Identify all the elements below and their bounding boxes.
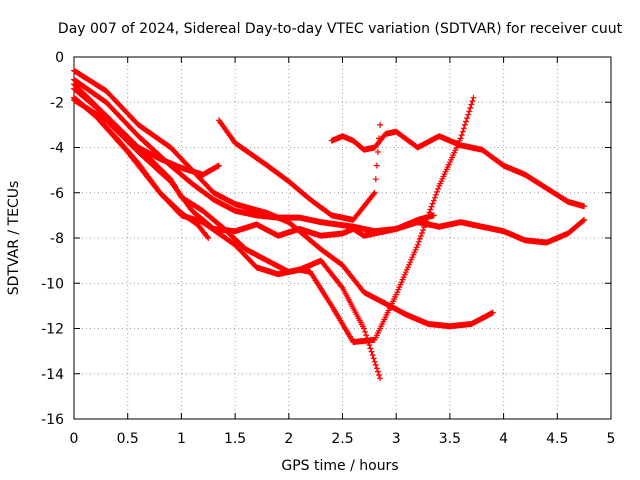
series-markers (216, 117, 384, 223)
x-tick-label: 4.5 (546, 431, 568, 447)
x-tick-label: 5 (607, 431, 616, 447)
x-ticks: 0 0.5 1 1.5 2 2.5 3 3.5 4 4.5 5 (70, 57, 616, 447)
series-markers (328, 128, 588, 210)
y-ticks: 0 -2 -4 -6 -8 -10 -12 -14 -16 (41, 50, 611, 428)
series-sat-6 (216, 117, 384, 223)
y-axis-label: SDTVAR / TECUs (6, 181, 22, 296)
series-sat-1 (71, 67, 496, 330)
x-tick-label: 1 (177, 431, 186, 447)
x-tick-label: 0 (70, 431, 79, 447)
x-tick-label: 3 (392, 431, 401, 447)
y-tick-label: -16 (41, 412, 64, 428)
x-tick-label: 3.5 (439, 431, 461, 447)
x-tick-label: 1.5 (224, 431, 246, 447)
chart-title: Day 007 of 2024, Sidereal Day-to-day VTE… (58, 21, 623, 37)
x-axis-label: GPS time / hours (281, 458, 398, 474)
y-tick-label: -2 (50, 95, 64, 111)
series-markers (71, 67, 496, 330)
x-tick-label: 2 (284, 431, 293, 447)
series-sat-7 (328, 128, 588, 210)
y-tick-label: -10 (41, 276, 64, 292)
x-tick-label: 0.5 (117, 431, 139, 447)
y-tick-label: 0 (55, 50, 64, 66)
y-tick-label: -6 (50, 186, 64, 202)
grid (74, 57, 611, 419)
x-tick-label: 4 (499, 431, 508, 447)
series-markers (71, 97, 437, 239)
y-tick-label: -8 (50, 231, 64, 247)
y-tick-label: -4 (50, 141, 64, 157)
series-sat-9 (71, 97, 437, 239)
y-tick-label: -12 (41, 322, 64, 338)
series-layer (71, 67, 588, 382)
y-tick-label: -14 (41, 367, 64, 383)
x-tick-label: 2.5 (331, 431, 353, 447)
